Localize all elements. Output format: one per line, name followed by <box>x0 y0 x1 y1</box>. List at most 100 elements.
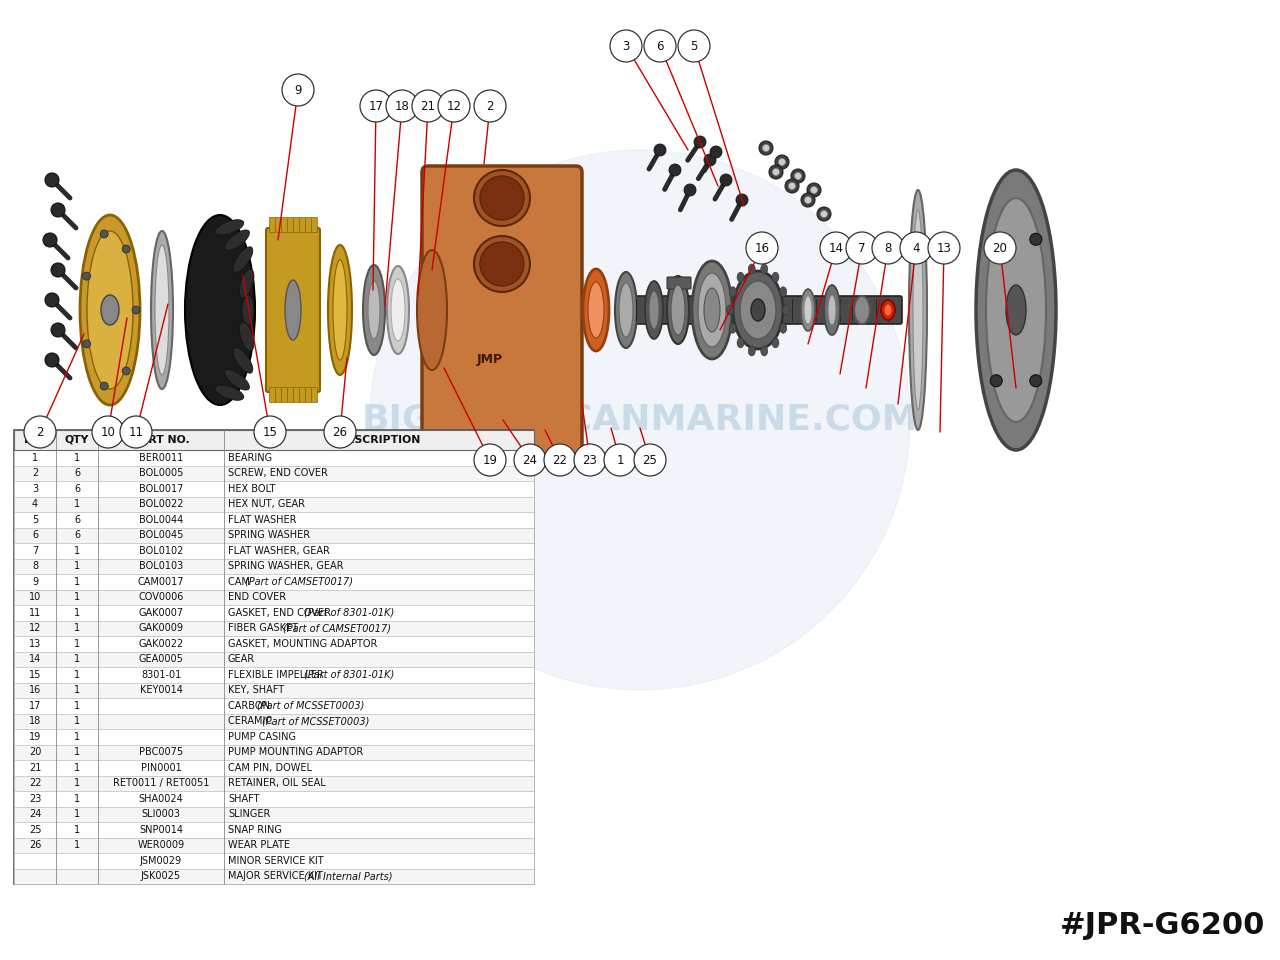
Ellipse shape <box>740 281 776 339</box>
Ellipse shape <box>100 382 109 390</box>
Circle shape <box>360 90 392 122</box>
Text: GEAR: GEAR <box>228 655 255 664</box>
Circle shape <box>846 232 878 264</box>
Text: FLAT WASHER, GEAR: FLAT WASHER, GEAR <box>228 545 330 556</box>
Text: PUMP CASING: PUMP CASING <box>228 732 296 742</box>
FancyBboxPatch shape <box>14 822 534 837</box>
Text: CAM PIN, DOWEL: CAM PIN, DOWEL <box>228 763 312 773</box>
FancyBboxPatch shape <box>14 636 534 652</box>
FancyBboxPatch shape <box>14 837 534 853</box>
Ellipse shape <box>991 233 1002 246</box>
Text: BOL0102: BOL0102 <box>138 545 183 556</box>
Ellipse shape <box>884 304 892 316</box>
Ellipse shape <box>480 176 524 220</box>
Text: NO.: NO. <box>24 435 46 445</box>
Text: SCREW, END COVER: SCREW, END COVER <box>228 468 328 478</box>
Text: 1: 1 <box>74 809 81 819</box>
FancyBboxPatch shape <box>311 388 317 402</box>
Ellipse shape <box>151 231 173 389</box>
Ellipse shape <box>328 245 352 375</box>
Ellipse shape <box>782 305 790 315</box>
Ellipse shape <box>83 340 91 348</box>
Circle shape <box>438 90 470 122</box>
Ellipse shape <box>684 184 696 196</box>
Ellipse shape <box>986 198 1046 422</box>
Text: 15: 15 <box>29 670 41 680</box>
Ellipse shape <box>364 265 385 355</box>
Text: 8: 8 <box>884 242 892 254</box>
Ellipse shape <box>667 276 689 344</box>
Ellipse shape <box>977 170 1056 450</box>
Text: 10: 10 <box>101 425 115 439</box>
Ellipse shape <box>778 158 786 165</box>
Circle shape <box>544 444 576 476</box>
Ellipse shape <box>760 264 768 274</box>
Text: GASKET, END COVER: GASKET, END COVER <box>228 608 334 617</box>
Ellipse shape <box>704 154 716 166</box>
Ellipse shape <box>100 230 109 238</box>
Ellipse shape <box>654 144 666 156</box>
Ellipse shape <box>480 242 524 286</box>
Ellipse shape <box>83 272 91 280</box>
Text: FLAT WASHER: FLAT WASHER <box>228 515 297 525</box>
Text: 1: 1 <box>74 608 81 617</box>
FancyBboxPatch shape <box>422 166 582 454</box>
Circle shape <box>370 150 910 690</box>
FancyBboxPatch shape <box>288 218 293 232</box>
Text: 24: 24 <box>522 453 538 467</box>
Text: 1: 1 <box>74 732 81 742</box>
Ellipse shape <box>788 182 795 189</box>
Text: GAK0009: GAK0009 <box>138 623 183 634</box>
Text: JSM0029: JSM0029 <box>140 855 182 866</box>
Text: PIN0001: PIN0001 <box>141 763 182 773</box>
Ellipse shape <box>614 272 637 348</box>
Text: JSK0025: JSK0025 <box>141 872 180 881</box>
Text: PART NO.: PART NO. <box>133 435 189 445</box>
Text: 4: 4 <box>913 242 920 254</box>
Text: 1: 1 <box>74 840 81 851</box>
Text: 11: 11 <box>128 425 143 439</box>
FancyBboxPatch shape <box>14 776 534 791</box>
Text: 20: 20 <box>29 747 41 757</box>
Ellipse shape <box>44 233 58 247</box>
Ellipse shape <box>795 173 801 180</box>
Ellipse shape <box>645 281 663 339</box>
Text: 1: 1 <box>74 670 81 680</box>
FancyBboxPatch shape <box>14 430 534 450</box>
FancyBboxPatch shape <box>667 277 691 289</box>
Text: 1: 1 <box>74 794 81 804</box>
Text: GAK0022: GAK0022 <box>138 638 183 649</box>
Circle shape <box>387 90 419 122</box>
Text: 25: 25 <box>28 825 41 835</box>
Text: 18: 18 <box>394 100 410 112</box>
Text: COV0006: COV0006 <box>138 592 184 602</box>
Ellipse shape <box>991 374 1002 387</box>
Text: PBC0075: PBC0075 <box>140 747 183 757</box>
Ellipse shape <box>801 193 815 207</box>
FancyBboxPatch shape <box>14 527 534 543</box>
Ellipse shape <box>474 236 530 292</box>
Ellipse shape <box>737 338 744 348</box>
Text: BOL0103: BOL0103 <box>138 562 183 571</box>
Text: JMP: JMP <box>477 353 503 367</box>
Ellipse shape <box>749 346 755 356</box>
Ellipse shape <box>733 271 783 349</box>
Circle shape <box>900 232 932 264</box>
Text: SNAP RING: SNAP RING <box>228 825 282 835</box>
Ellipse shape <box>909 190 927 430</box>
Text: (All Internal Parts): (All Internal Parts) <box>303 872 392 881</box>
FancyBboxPatch shape <box>275 388 282 402</box>
FancyBboxPatch shape <box>14 869 534 884</box>
Text: 23: 23 <box>582 453 598 467</box>
Text: 1: 1 <box>74 453 81 463</box>
Ellipse shape <box>780 324 787 333</box>
Ellipse shape <box>224 229 250 251</box>
Circle shape <box>120 416 152 448</box>
Ellipse shape <box>719 174 732 186</box>
Text: (Part of MCSSET0003): (Part of MCSSET0003) <box>257 701 365 710</box>
Ellipse shape <box>101 295 119 325</box>
Ellipse shape <box>51 263 65 277</box>
Text: 22: 22 <box>553 453 567 467</box>
Text: CAM0017: CAM0017 <box>138 577 184 587</box>
Ellipse shape <box>801 289 815 331</box>
